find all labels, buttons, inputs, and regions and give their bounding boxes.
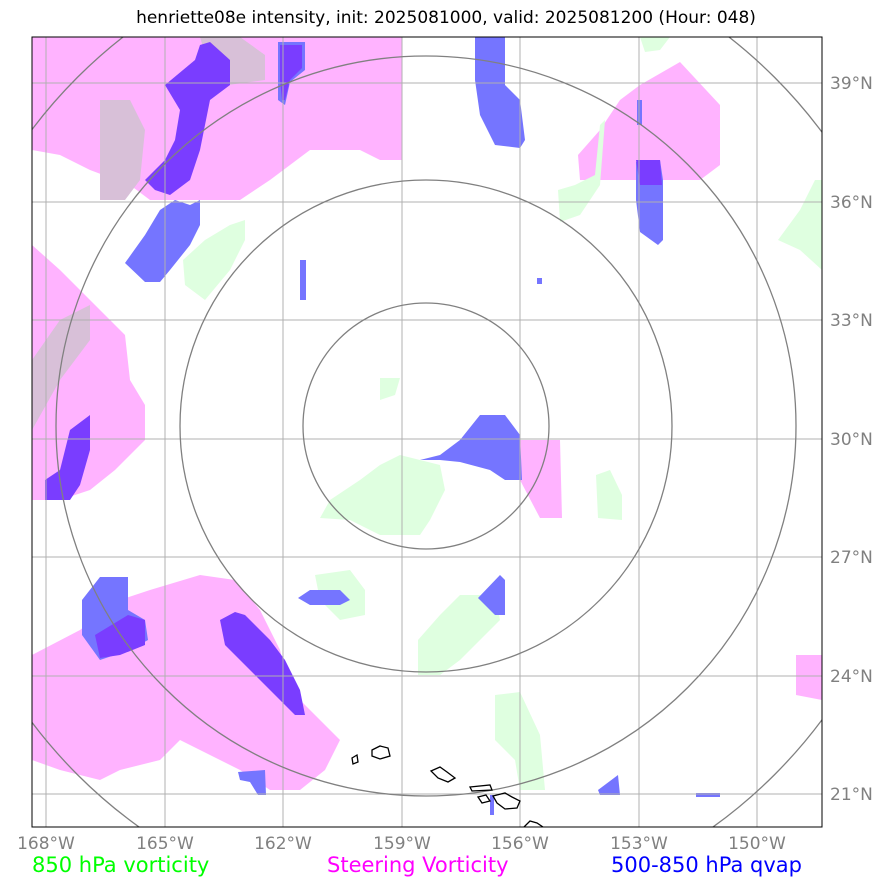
lat-label: 21°N <box>830 785 873 805</box>
steering-vorticity-fields <box>32 37 822 790</box>
legend-qvap: 500-850 hPa qvap <box>611 853 802 877</box>
lat-label: 39°N <box>830 74 873 94</box>
lon-label: 162°W <box>254 834 312 854</box>
lat-label: 24°N <box>830 667 873 687</box>
graticule <box>32 37 822 827</box>
lon-label: 156°W <box>491 834 549 854</box>
lon-label: 159°W <box>373 834 431 854</box>
range-ring-1 <box>302 302 550 550</box>
legend-850-vorticity: 850 hPa vorticity <box>32 853 210 877</box>
latitude-labels: 39°N 36°N 33°N 30°N 27°N 24°N 21°N <box>830 74 873 805</box>
qvap-fields <box>82 37 720 815</box>
lat-label: 30°N <box>830 430 873 450</box>
plot-frame <box>31 36 823 828</box>
lat-label: 36°N <box>830 193 873 213</box>
lon-label: 165°W <box>136 834 194 854</box>
lon-label: 168°W <box>17 834 75 854</box>
map-title: henriette08e intensity, init: 2025081000… <box>136 8 756 28</box>
hawaii-coastline <box>351 745 544 827</box>
lon-label: 153°W <box>610 834 668 854</box>
lat-label: 27°N <box>830 548 873 568</box>
legend-steering-vorticity: Steering Vorticity <box>327 853 509 877</box>
range-ring-3 <box>55 55 797 797</box>
lon-label: 150°W <box>728 834 786 854</box>
range-ring-2 <box>179 179 673 673</box>
longitude-labels: 168°W 165°W 162°W 159°W 156°W 153°W 150°… <box>17 834 786 854</box>
lat-label: 33°N <box>830 311 873 331</box>
qvap-dense-fields <box>45 42 662 715</box>
